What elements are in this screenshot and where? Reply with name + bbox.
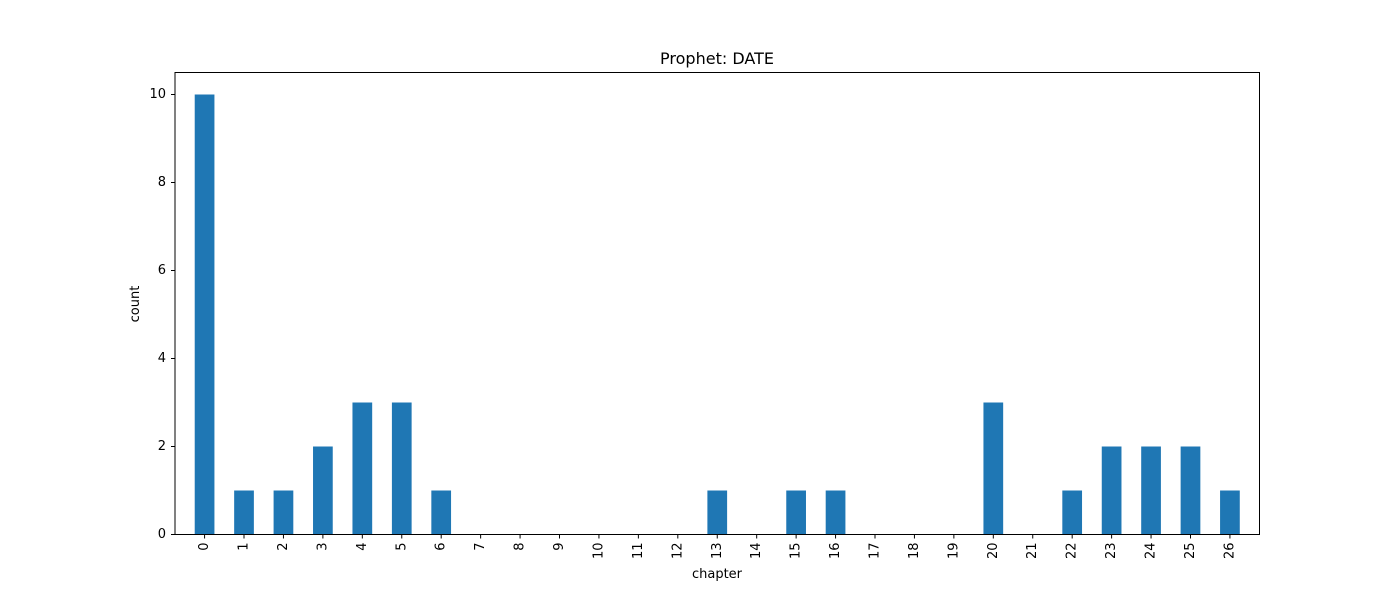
x-tick-label: 6 <box>434 543 449 551</box>
x-tick-label: 21 <box>1025 543 1040 560</box>
x-tick-label: 12 <box>670 543 685 560</box>
x-tick-label: 15 <box>789 543 804 560</box>
bar-16 <box>825 490 846 535</box>
bar-15 <box>786 490 806 535</box>
bar-1 <box>234 490 254 535</box>
y-tick-label: 2 <box>158 439 166 454</box>
x-tick-label: 1 <box>237 543 252 551</box>
bar-6 <box>431 490 452 535</box>
x-ticks-group: 0 1 2 3 4 5 6 7 8 9 10 11 12 13 14 15 16 17 18 19 20 21 22 23 24… <box>197 534 1237 560</box>
bar-3 <box>313 446 333 535</box>
y-axis-label: count <box>128 286 143 323</box>
x-tick-label: 17 <box>867 543 882 560</box>
x-tick-label: 26 <box>1222 543 1237 560</box>
bar-5 <box>391 402 412 535</box>
bar-22 <box>1062 490 1083 535</box>
bar-4 <box>352 402 373 535</box>
x-tick-label: 23 <box>1104 543 1119 560</box>
y-tick-label: 8 <box>158 175 166 190</box>
x-tick-label: 20 <box>986 543 1001 560</box>
x-tick-label: 16 <box>828 543 843 560</box>
x-tick-label: 4 <box>355 543 370 551</box>
bar-25 <box>1180 446 1201 535</box>
chart-title: Prophet: DATE <box>660 49 774 68</box>
x-tick-label: 25 <box>1183 543 1198 560</box>
bar-24 <box>1141 446 1161 535</box>
x-tick-label: 5 <box>394 543 409 551</box>
bar-23 <box>1101 446 1122 535</box>
y-tick-label: 4 <box>158 351 166 366</box>
x-tick-label: 7 <box>473 543 488 551</box>
x-tick-label: 8 <box>513 543 528 551</box>
x-tick-label: 3 <box>315 543 330 551</box>
x-tick-label: 19 <box>946 543 961 560</box>
y-ticks-group: 0 2 4 6 8 10 <box>149 87 175 542</box>
y-tick-label: 0 <box>158 527 166 542</box>
x-tick-label: 11 <box>631 543 646 560</box>
bar-2 <box>273 490 294 535</box>
x-tick-label: 13 <box>710 543 725 560</box>
plot-frame <box>174 72 1260 535</box>
x-axis-label: chapter <box>692 567 743 582</box>
x-tick-label: 18 <box>907 543 922 560</box>
x-tick-label: 10 <box>591 543 606 560</box>
y-tick-label: 6 <box>158 263 166 278</box>
x-tick-label: 24 <box>1144 543 1159 560</box>
bar-0 <box>194 94 215 535</box>
bar-20 <box>983 402 1004 535</box>
x-tick-label: 9 <box>552 543 567 551</box>
x-tick-label: 2 <box>276 543 291 551</box>
x-tick-label: 14 <box>749 543 764 560</box>
bars-group <box>194 94 1240 535</box>
x-tick-label: 0 <box>197 543 212 551</box>
bar-26 <box>1220 490 1240 535</box>
x-tick-label: 22 <box>1065 543 1080 560</box>
bar-13 <box>707 490 728 535</box>
y-tick-label: 10 <box>149 87 166 102</box>
